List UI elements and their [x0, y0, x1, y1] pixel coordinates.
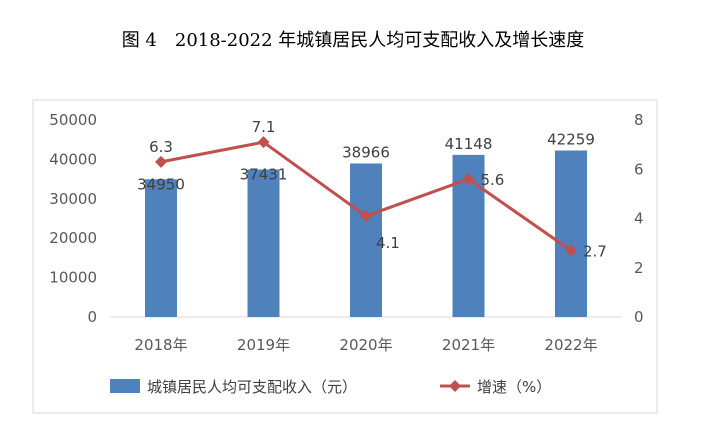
line-value-label: 2.7 [583, 243, 607, 261]
legend-line-label: 增速（%） [477, 378, 551, 396]
x-tick-label: 2018年 [134, 336, 187, 354]
line-value-label: 5.6 [481, 171, 505, 189]
line-marker [360, 210, 372, 223]
line-value-label: 4.1 [376, 234, 400, 252]
line-value-label: 7.1 [252, 118, 276, 136]
y2-tick-label: 2 [634, 259, 644, 277]
line-value-label: 6.3 [149, 138, 173, 156]
y-tick-label: 40000 [49, 150, 97, 168]
x-tick-label: 2019年 [237, 336, 290, 354]
bar-value-label: 34950 [137, 175, 185, 193]
bar-value-label: 37431 [240, 166, 288, 184]
y-tick-label: 20000 [49, 229, 97, 247]
y-tick-label: 50000 [49, 111, 97, 129]
y2-tick-label: 6 [634, 160, 644, 178]
line-marker [257, 136, 270, 149]
line-marker [462, 173, 475, 186]
bar-value-label: 38966 [342, 143, 390, 161]
y-tick-label: 30000 [49, 190, 97, 208]
y2-tick-label: 0 [634, 308, 644, 326]
legend-diamond-icon [449, 380, 461, 392]
chart-title: 图 4 2018-2022 年城镇居民人均可支配收入及增长速度 [122, 30, 585, 51]
y-tick-label: 10000 [49, 269, 97, 287]
y2-tick-label: 8 [634, 111, 644, 129]
line-marker [155, 155, 167, 168]
bar [145, 179, 177, 317]
y-tick-label: 0 [87, 308, 97, 326]
bar [555, 150, 587, 317]
bar-value-label: 42259 [547, 130, 595, 148]
legend-bar-label: 城镇居民人均可支配收入（元） [147, 378, 357, 396]
x-tick-label: 2020年 [339, 336, 392, 354]
bar [247, 169, 280, 317]
x-tick-label: 2021年 [442, 336, 495, 354]
bar-value-label: 41148 [445, 135, 493, 153]
x-tick-label: 2022年 [544, 336, 597, 354]
chart-frame [32, 99, 658, 414]
legend-bar-swatch [110, 379, 140, 393]
y2-tick-label: 4 [634, 210, 644, 228]
legend: 城镇居民人均可支配收入（元） 增速（%） [110, 378, 551, 396]
line-marker [565, 244, 577, 257]
bar [350, 163, 382, 317]
